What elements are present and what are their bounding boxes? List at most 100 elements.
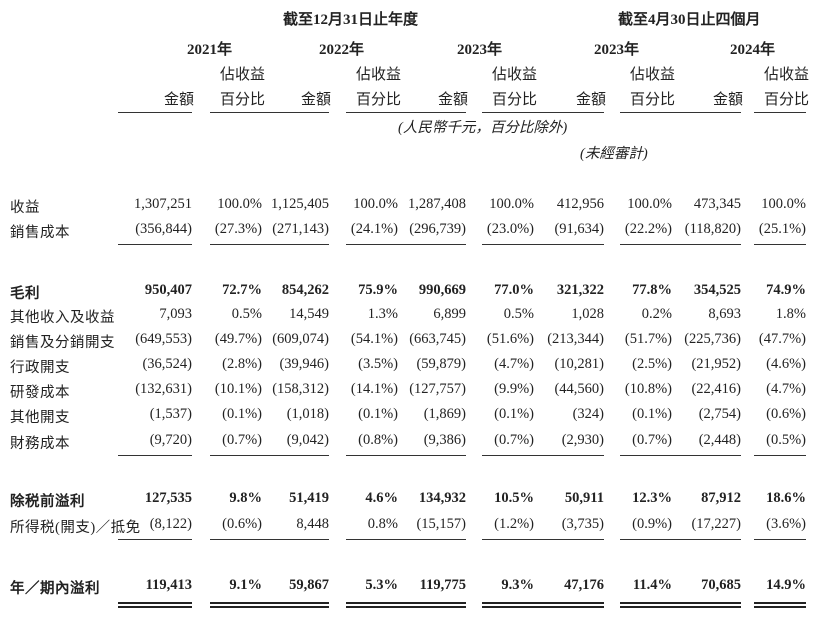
table-cell: 5.3% [365, 577, 398, 593]
table-cell: (91,634) [554, 221, 604, 237]
unaudited-note: (未經審計) [580, 146, 648, 162]
header-underline [392, 112, 466, 113]
table-cell: 100.0% [217, 196, 262, 212]
table-cell: (609,074) [272, 331, 329, 347]
table-cell: 854,262 [281, 282, 329, 298]
table-cell: (36,524) [142, 356, 192, 372]
header-underline [754, 112, 806, 113]
table-cell: 51,419 [289, 490, 329, 506]
table-cell: (47.7%) [758, 331, 806, 347]
table-cell: (649,553) [135, 331, 192, 347]
table-cell: (51.7%) [624, 331, 672, 347]
subtotal-underline [667, 455, 741, 456]
total-double-underline [530, 602, 604, 608]
table-cell: 12.3% [632, 490, 672, 506]
table-cell: (10.1%) [214, 381, 262, 397]
subtotal-underline [346, 455, 398, 456]
table-cell: (21,952) [691, 356, 741, 372]
table-cell: 100.0% [761, 196, 806, 212]
table-cell: 1.8% [775, 306, 806, 322]
row-label: 其他收入及收益 [10, 310, 115, 326]
subtotal-underline [620, 455, 672, 456]
subtotal-underline [118, 539, 192, 540]
table-cell: 14,549 [289, 306, 329, 322]
table-cell: (14.1%) [350, 381, 398, 397]
table-cell: 75.9% [358, 282, 398, 298]
col-header-pct-bottom: 百分比 [764, 92, 810, 108]
subtotal-underline [620, 539, 672, 540]
table-cell: (15,157) [416, 516, 466, 532]
table-cell: 950,407 [144, 282, 192, 298]
table-cell: 100.0% [353, 196, 398, 212]
subtotal-underline [754, 539, 806, 540]
group-header-four-months: 截至4月30日止四個月 [618, 12, 761, 28]
table-cell: (356,844) [135, 221, 192, 237]
table-cell: 11.4% [632, 577, 672, 593]
table-cell: (0.1%) [358, 406, 398, 422]
col-header-pct-top: 佔收益 [764, 67, 810, 83]
table-cell: (0.7%) [494, 432, 534, 448]
table-cell: (4.7%) [494, 356, 534, 372]
subtotal-underline [530, 455, 604, 456]
table-cell: 9.3% [501, 577, 534, 593]
total-double-underline [482, 602, 534, 608]
col-header-pct-bottom: 百分比 [356, 92, 402, 108]
header-underline [118, 112, 192, 113]
table-cell: (3.6%) [766, 516, 806, 532]
table-cell: 100.0% [627, 196, 672, 212]
subtotal-underline [118, 455, 192, 456]
table-cell: (1,018) [286, 406, 329, 422]
row-label: 年／期內溢利 [10, 581, 100, 597]
table-cell: (2.8%) [222, 356, 262, 372]
table-cell: 127,535 [144, 490, 192, 506]
table-cell: (3.5%) [358, 356, 398, 372]
table-cell: 473,345 [693, 196, 741, 212]
subtotal-underline [482, 455, 534, 456]
row-label: 行政開支 [10, 360, 70, 376]
table-cell: (118,820) [684, 221, 741, 237]
table-cell: (0.1%) [222, 406, 262, 422]
subtotal-underline [210, 539, 262, 540]
table-cell: (51.6%) [486, 331, 534, 347]
subtotal-underline [255, 244, 329, 245]
table-cell: 47,176 [564, 577, 604, 593]
col-header-pct-bottom: 百分比 [492, 92, 538, 108]
subtotal-underline [482, 244, 534, 245]
table-cell: 9.8% [229, 490, 262, 506]
header-underline [210, 112, 262, 113]
table-cell: (44,560) [554, 381, 604, 397]
col-header-pct-top: 佔收益 [220, 67, 266, 83]
total-double-underline [620, 602, 672, 608]
table-cell: 0.5% [231, 306, 262, 322]
table-cell: 0.8% [367, 516, 398, 532]
table-cell: (271,143) [272, 221, 329, 237]
subtotal-underline [482, 539, 534, 540]
col-header-pct-bottom: 百分比 [630, 92, 676, 108]
subtotal-underline [754, 244, 806, 245]
table-cell: 0.5% [503, 306, 534, 322]
table-cell: 0.2% [641, 306, 672, 322]
subtotal-underline [346, 244, 398, 245]
table-cell: (9,720) [149, 432, 192, 448]
table-cell: (2.5%) [632, 356, 672, 372]
row-label: 銷售及分銷開支 [10, 335, 115, 351]
row-label: 財務成本 [10, 436, 70, 452]
col-header-amount: 金額 [713, 92, 744, 108]
header-underline [530, 112, 604, 113]
row-label: 研發成本 [10, 385, 70, 401]
subtotal-underline [530, 539, 604, 540]
subtotal-underline [210, 244, 262, 245]
subtotal-underline [118, 244, 192, 245]
subtotal-underline [530, 244, 604, 245]
table-cell: (0.5%) [766, 432, 806, 448]
table-cell: (213,344) [547, 331, 604, 347]
col-header-amount: 金額 [438, 92, 469, 108]
year-header-2021: 2021年 [187, 42, 233, 58]
table-cell: (663,745) [409, 331, 466, 347]
table-cell: (225,736) [684, 331, 741, 347]
table-cell: (4.6%) [766, 356, 806, 372]
table-cell: (9.9%) [494, 381, 534, 397]
table-cell: (0.1%) [494, 406, 534, 422]
table-cell: (9,386) [423, 432, 466, 448]
total-double-underline [118, 602, 192, 608]
